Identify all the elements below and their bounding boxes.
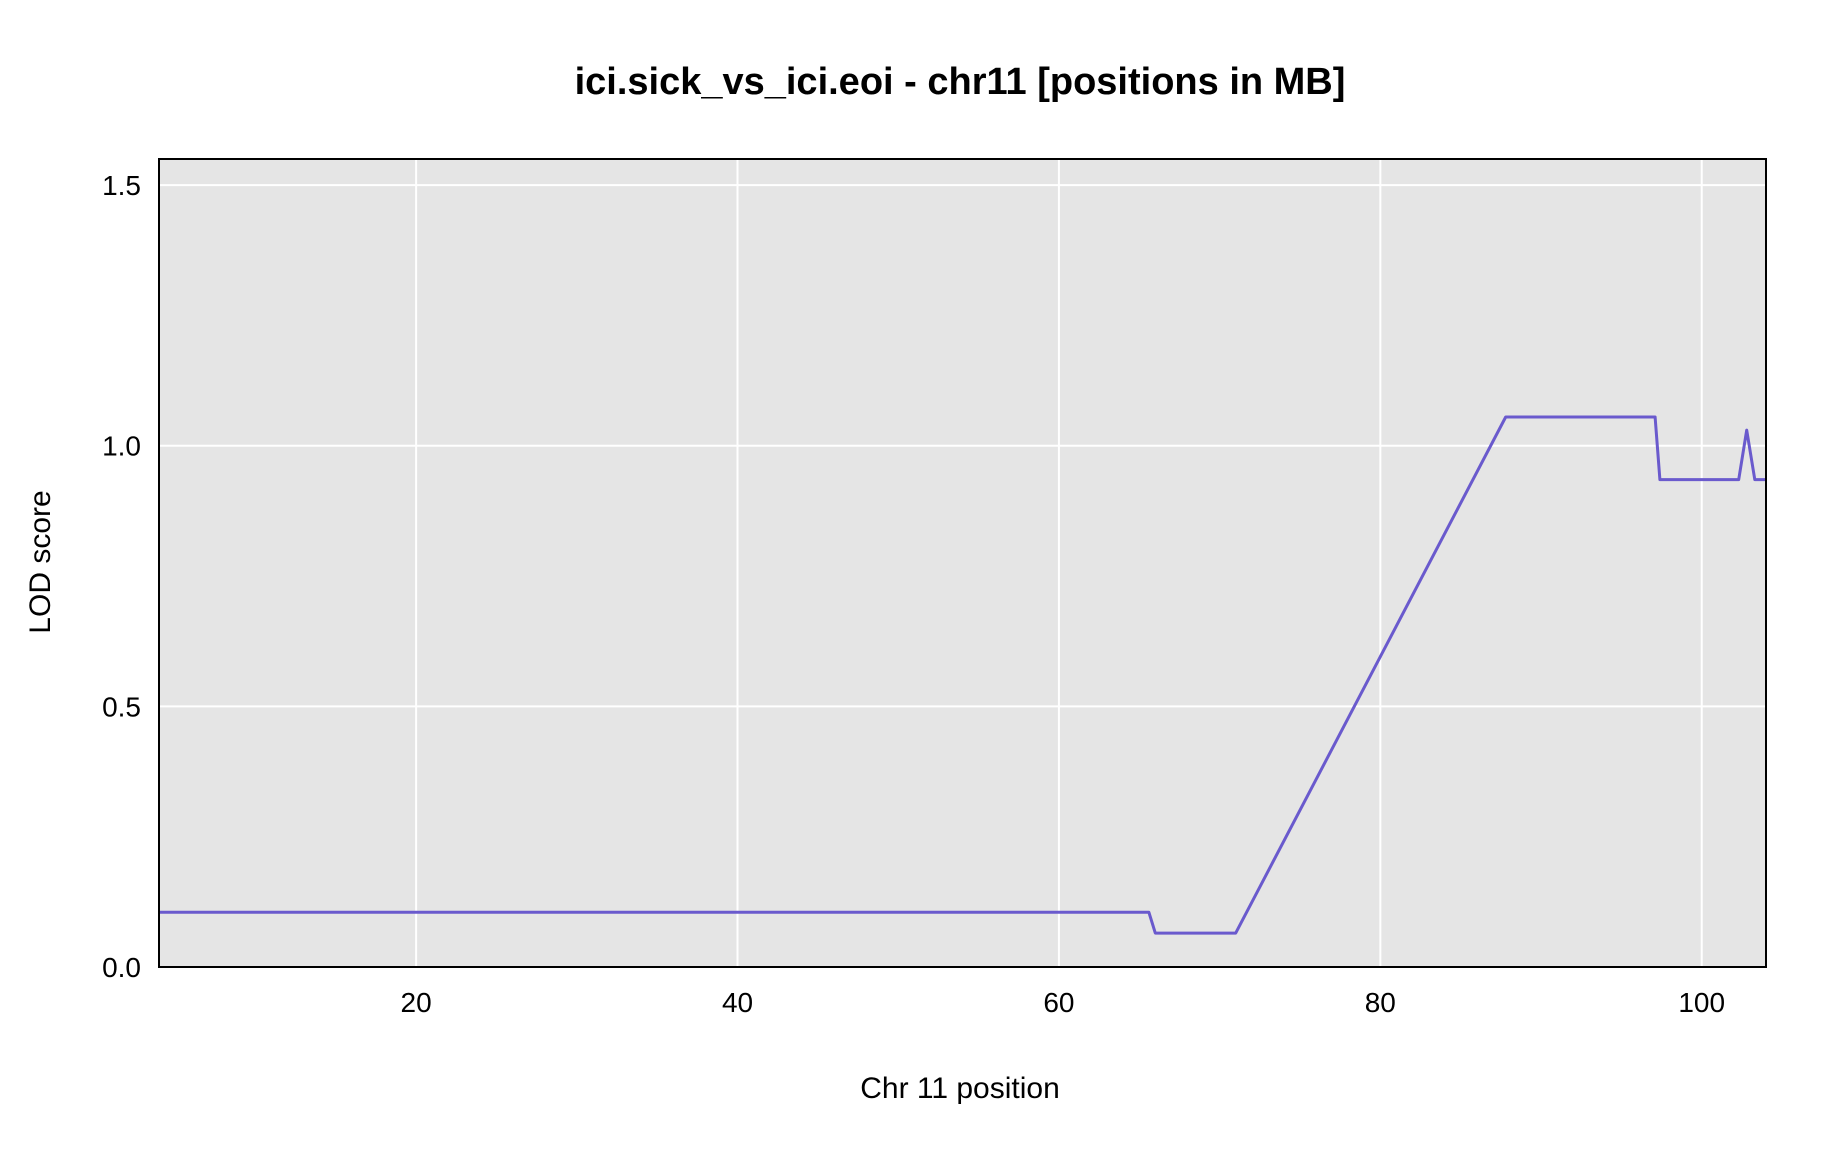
y-axis-label: LOD score: [24, 490, 57, 633]
y-axis: 0.0 0.5 1.0 1.5: [102, 170, 141, 983]
chart-title: ici.sick_vs_ici.eoi - chr11 [positions i…: [575, 61, 1346, 103]
plot-frame: [158, 158, 1767, 968]
y-tick-label: 1.0: [102, 431, 141, 462]
x-tick-label: 60: [1043, 987, 1074, 1018]
y-tick-label: 1.5: [102, 170, 141, 201]
y-tick-label: 0.5: [102, 691, 141, 722]
x-tick-label: 40: [722, 987, 753, 1018]
x-axis: 20 40 60 80 100: [401, 987, 1726, 1018]
x-axis-label: Chr 11 position: [860, 1072, 1060, 1105]
x-tick-label: 100: [1678, 987, 1725, 1018]
x-tick-label: 20: [401, 987, 432, 1018]
plot-panel: [159, 159, 1766, 967]
y-tick-label: 0.0: [102, 952, 141, 983]
lod-series-line: [159, 415, 1766, 935]
grid: [159, 159, 1766, 967]
x-tick-label: 80: [1365, 987, 1396, 1018]
